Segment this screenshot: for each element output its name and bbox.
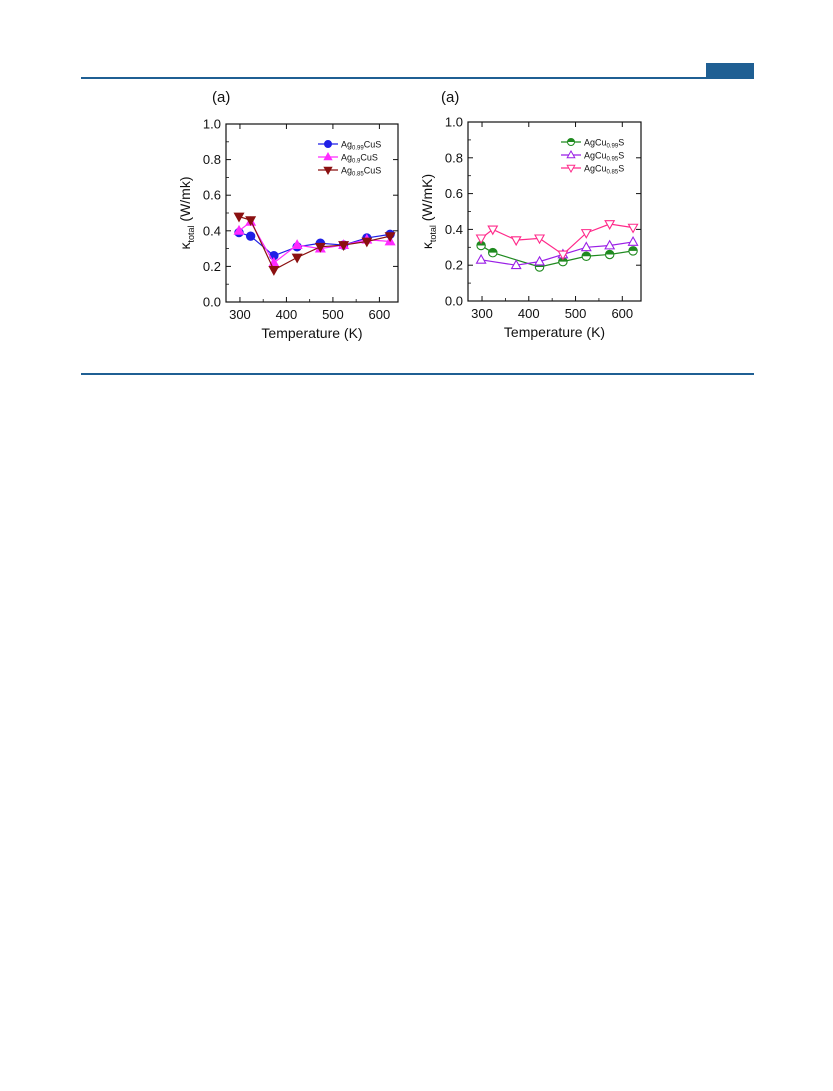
legend-label-subscript: 0.99 [607,144,619,150]
x-tick-label: 500 [565,306,587,321]
y-axis-label-unit: (W/mk) [177,177,193,226]
corner-badge [706,63,754,78]
data-point [475,234,487,245]
legend-label-tail: CuS [360,153,378,163]
legend-label: Ag0.99CuS [341,140,381,152]
x-tick-label: 400 [276,307,298,322]
legend-label: AgCu0.99S [584,138,624,150]
chart-right: 0.0 0.2 0.4 0.6 0.8 1.0 300 400 500 600 Temperatur… [419,115,642,340]
data-point-half [628,246,638,251]
data-point [534,234,546,245]
legend-label-subscript: 0.85 [352,172,364,178]
legend-label-base: AgCu [584,164,607,174]
legend-label-base: Ag [341,140,352,150]
legend-label-tail: S [618,151,624,161]
y-tick-label: 0.8 [203,152,221,167]
plot-frame [225,123,399,303]
legend-label-subscript: 0.95 [607,157,619,163]
data-point [557,250,569,261]
chart-left: 0.0 0.2 0.4 0.6 0.8 1.0 300 400 500 600 Temperatur… [177,117,399,341]
data-point [245,216,257,227]
legend-marker-half [567,138,575,142]
y-axis-label: κtotal (W/mK) [419,174,438,249]
data-point-half [605,250,614,255]
data-point-half [582,252,591,257]
x-tick-label: 500 [322,307,344,322]
y-tick-label: 0.6 [445,186,463,201]
legend-marker [324,140,332,148]
x-tick-label: 600 [369,307,391,322]
legend-label-tail: S [618,164,624,174]
legend-label-tail: CuS [364,166,382,176]
legend-label-tail: CuS [364,140,382,150]
y-tick-label: 0.2 [203,259,221,274]
data-point [245,231,256,241]
legend-marker [323,166,333,176]
data-point [627,236,639,246]
legend-label-base: AgCu [584,151,607,161]
x-axis-label: Temperature (K) [504,324,605,340]
data-point [487,225,499,236]
x-tick-label: 400 [518,306,540,321]
legend-label: AgCu0.95S [584,151,624,163]
x-tick-label: 300 [229,307,251,322]
footer-rule [81,373,754,375]
data-point [268,266,280,276]
legend-label-subscript: 0.85 [607,170,619,176]
data-point [384,232,396,243]
header-rule [81,77,754,79]
y-tick-label: 0.0 [445,294,463,309]
data-point [233,212,245,223]
y-axis-label-symbol: κ [419,241,435,249]
data-point [510,236,522,247]
legend-label-base: Ag [341,153,352,163]
data-point [580,241,592,252]
x-tick-label: 300 [471,306,493,321]
data-point [338,241,350,251]
y-tick-label: 1.0 [445,115,463,130]
series-line [480,223,634,256]
data-point [604,239,616,250]
y-tick-label: 0.8 [445,150,463,165]
x-axis-label: Temperature (K) [261,325,362,341]
data-point [475,253,487,264]
y-tick-label: 0.4 [203,223,221,238]
data-point [314,242,326,253]
data-point [361,237,373,248]
data-point [534,255,546,266]
y-axis-label-subscript: total [428,225,438,242]
y-tick-label: 0.6 [203,188,221,203]
x-tick-label: 600 [611,306,633,321]
y-axis-label-unit: (W/mK) [419,174,435,225]
legend-marker [566,149,576,159]
panel-label-right: (a) [441,89,460,106]
y-tick-label: 0.0 [203,295,221,310]
legend-label-base: Ag [341,166,352,176]
y-axis-label-symbol: κ [177,242,193,250]
series-line [238,215,391,271]
data-point [510,259,522,270]
legend-marker [566,164,576,174]
legend-label: Ag0.85CuS [341,166,381,178]
data-point-half [488,248,497,253]
legend-marker [323,151,333,161]
y-axis-label-subscript: total [186,225,196,242]
panel-label-left: (a) [212,89,231,106]
data-point [604,220,616,230]
data-point [291,253,303,264]
y-tick-label: 1.0 [203,117,221,132]
data-point [580,229,592,239]
y-tick-label: 0.2 [445,258,463,273]
y-axis-label: κtotal (W/mk) [177,177,196,250]
data-point [291,239,303,249]
data-point [233,224,245,235]
legend-label-subscript: 0.9 [352,159,361,165]
legend-label: AgCu0.85S [584,164,624,176]
legend-label: Ag0.9CuS [341,153,378,165]
legend-label-tail: S [618,138,624,148]
legend-label-base: AgCu [584,138,607,148]
y-tick-label: 0.4 [445,222,463,237]
data-point [627,223,639,234]
legend-label-subscript: 0.99 [352,146,364,152]
